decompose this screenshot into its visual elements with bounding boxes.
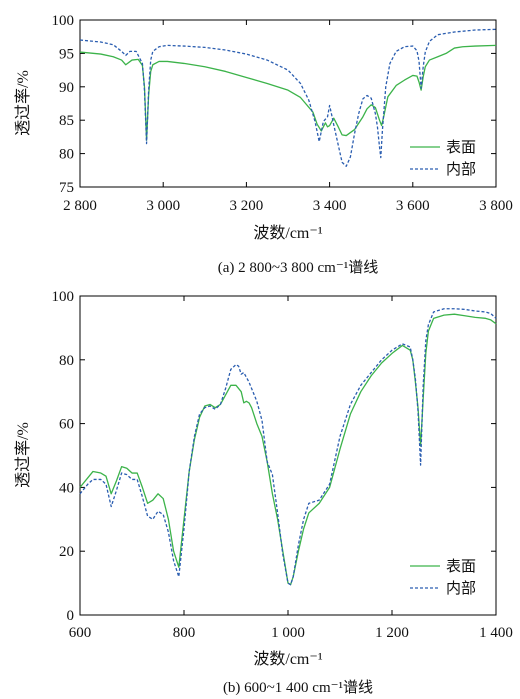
x-tick-label: 1 000 — [271, 625, 305, 641]
chart-a: 2 800 3 000 3 200 3 400 3 600 3 800 75 80 85 90 95… — [14, 13, 513, 276]
x-tick-label: 1 200 — [375, 625, 409, 641]
y-tick-label: 80 — [59, 147, 74, 163]
y-tick-label: 0 — [67, 608, 75, 624]
y-tick-label: 75 — [59, 180, 74, 196]
x-axis-title: 波数/cm⁻¹ — [253, 650, 322, 668]
legend-label: 内部 — [446, 580, 476, 597]
x-tick-label: 3 400 — [313, 198, 347, 214]
series-line-surface — [79, 313, 497, 586]
y-tick-label: 90 — [59, 80, 74, 96]
x-axis-title: 波数/cm⁻¹ — [253, 224, 322, 242]
y-tick-label: 100 — [52, 289, 75, 305]
chart-b: 600 800 1 000 1 200 1 400 0 20 40 60 80 100 表面内部波数/… — [14, 289, 513, 696]
x-tick-label: 2 800 — [63, 198, 97, 214]
x-tick-label: 3 200 — [230, 198, 264, 214]
series-line-interior — [79, 308, 497, 586]
figure-caption: (a) 2 800~3 800 cm⁻¹谱线 — [218, 259, 379, 276]
y-tick-label: 20 — [59, 544, 74, 560]
figure-caption: (b) 600~1 400 cm⁻¹谱线 — [223, 679, 373, 696]
legend-label: 表面 — [446, 139, 476, 156]
plot-frame — [79, 19, 497, 188]
x-tick-label: 600 — [69, 625, 92, 641]
x-tick-label: 3 000 — [146, 198, 180, 214]
x-tick-label: 3 800 — [479, 198, 513, 214]
y-tick-label: 95 — [59, 46, 74, 62]
x-tick-label: 1 400 — [479, 625, 513, 641]
y-tick-label: 80 — [59, 353, 74, 369]
y-tick-label: 60 — [59, 417, 74, 433]
y-tick-label: 85 — [59, 113, 74, 129]
y-axis-title: 透过率/% — [14, 422, 32, 488]
series-line-surface — [79, 44, 497, 141]
x-tick-label: 800 — [173, 625, 196, 641]
y-tick-label: 100 — [52, 13, 75, 29]
plot-frame — [79, 295, 497, 616]
x-tick-label: 3 600 — [396, 198, 430, 214]
legend-label: 表面 — [446, 558, 476, 575]
y-axis-title: 透过率/% — [14, 70, 32, 136]
y-tick-label: 40 — [59, 480, 74, 496]
series-line-interior — [79, 28, 497, 167]
legend-label: 内部 — [446, 161, 476, 178]
